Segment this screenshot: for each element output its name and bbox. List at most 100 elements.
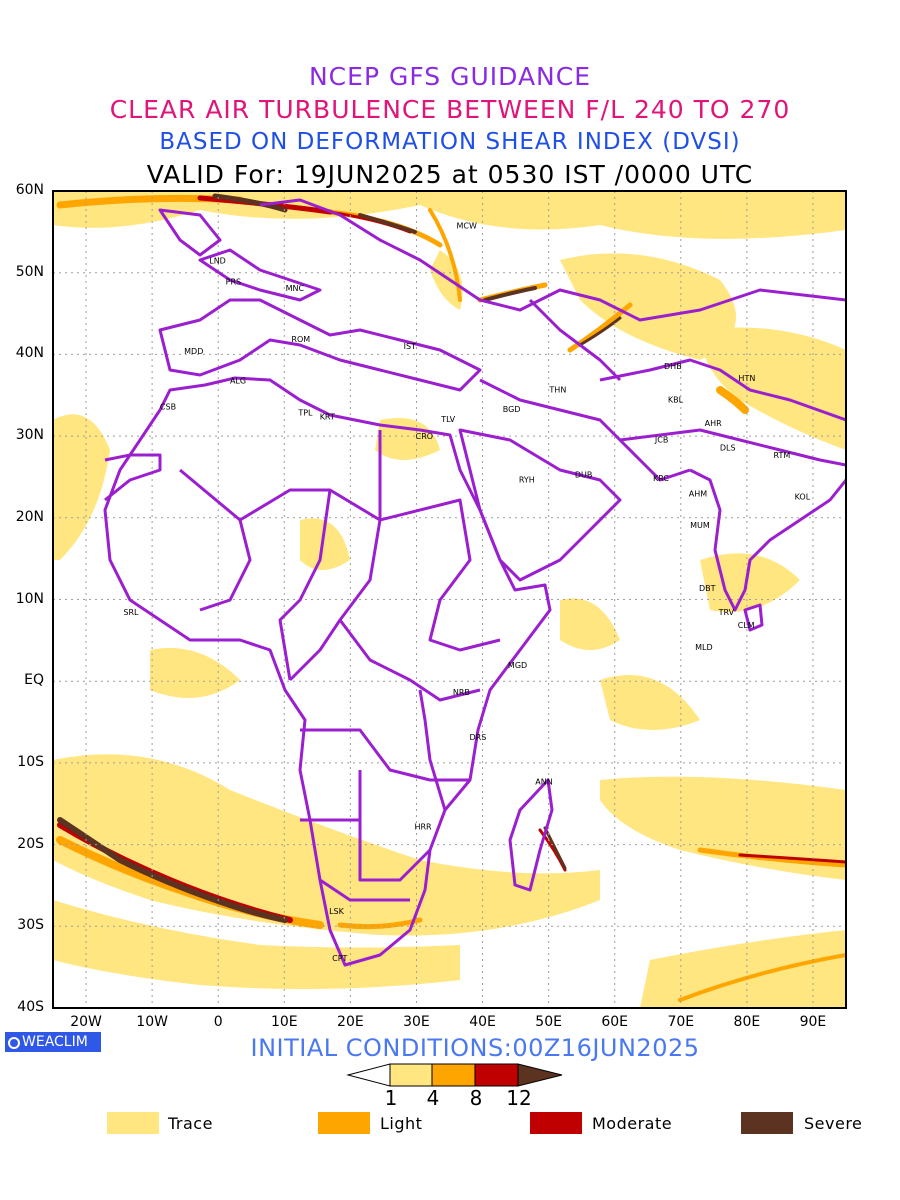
station-label: DHB bbox=[664, 362, 682, 371]
station-label: KRC bbox=[653, 474, 669, 483]
station-label: MDD bbox=[184, 347, 203, 356]
legend-label-severe: Severe bbox=[804, 1114, 863, 1133]
longitude-label: 0 bbox=[213, 1014, 223, 1030]
colorbar-segment-moderate bbox=[474, 1063, 519, 1087]
longitude-label: 60E bbox=[601, 1014, 629, 1030]
colorbar-level-8: 8 bbox=[469, 1086, 483, 1110]
longitude-label: 70E bbox=[667, 1014, 695, 1030]
map-frame bbox=[52, 190, 847, 1009]
station-label: JCB bbox=[654, 435, 668, 444]
longitude-label: 40E bbox=[469, 1014, 496, 1030]
africa-coastline bbox=[103, 376, 552, 967]
longitude-label: 20W bbox=[70, 1014, 102, 1030]
station-label: TRV bbox=[718, 608, 735, 617]
station-label: RYH bbox=[519, 475, 535, 484]
latitude-label: 30S bbox=[17, 917, 44, 934]
latitude-label: 20S bbox=[17, 835, 44, 852]
station-label: MCW bbox=[456, 221, 476, 230]
latitude-label: 10S bbox=[17, 753, 44, 770]
longitude-label: 50E bbox=[535, 1014, 562, 1030]
station-labels: MCW LND PRS MNC ROM IST MDD ALG CSB TPL KRT TLV CRO B… bbox=[123, 221, 810, 963]
station-label: KBL bbox=[668, 395, 684, 404]
station-label: MUM bbox=[690, 521, 710, 530]
station-label: CSB bbox=[160, 403, 176, 412]
weaclim-logo-icon bbox=[8, 1037, 20, 1049]
station-label: HTN bbox=[738, 374, 755, 383]
chart-title: NCEP GFS GUIDANCE bbox=[308, 62, 591, 91]
legend-label-trace: Trace bbox=[168, 1114, 213, 1133]
latitude-label: 60N bbox=[15, 182, 44, 198]
longitude-label: 30E bbox=[403, 1014, 430, 1030]
longitude-label: 80E bbox=[733, 1014, 761, 1030]
latitude-label: 40N bbox=[15, 345, 44, 362]
latitude-label: 50N bbox=[15, 263, 44, 280]
station-label: DBT bbox=[699, 584, 716, 593]
weaclim-badge: WEACLIM bbox=[5, 1032, 101, 1052]
valid-time: VALID For: 19JUN2025 at 0530 IST /0000 U… bbox=[146, 160, 754, 189]
station-label: IST bbox=[404, 342, 416, 351]
latitude-label: 20N bbox=[15, 508, 44, 525]
station-label: TPL bbox=[297, 408, 313, 417]
europe-coastline bbox=[158, 298, 482, 392]
station-label: PRS bbox=[226, 278, 241, 287]
station-label: CPT bbox=[332, 954, 347, 963]
latitude-label: 10N bbox=[15, 590, 44, 607]
colorbar-segment-light bbox=[431, 1063, 476, 1087]
station-label: ALG bbox=[230, 377, 246, 386]
station-label: KOL bbox=[795, 493, 811, 502]
map-grid bbox=[53, 191, 846, 1008]
station-label: ROM bbox=[291, 335, 310, 344]
station-label: LSK bbox=[329, 907, 345, 916]
longitude-label: 90E bbox=[799, 1014, 827, 1030]
india-coastline bbox=[689, 468, 846, 612]
legend-swatch-moderate bbox=[530, 1112, 582, 1134]
station-label: LND bbox=[209, 256, 226, 265]
legend-swatch-severe bbox=[741, 1112, 793, 1134]
station-label: SRL bbox=[123, 608, 139, 617]
colorbar-level-4: 4 bbox=[426, 1086, 440, 1110]
latitude-label: EQ bbox=[24, 672, 44, 689]
legend-label-moderate: Moderate bbox=[592, 1114, 673, 1133]
station-label: MLD bbox=[695, 643, 713, 652]
chart-subtitle-turbulence: CLEAR AIR TURBULENCE BETWEEN F/L 240 TO … bbox=[109, 95, 791, 124]
legend-swatch-trace bbox=[107, 1112, 159, 1134]
legend-swatch-light bbox=[318, 1112, 370, 1134]
latitude-label: 30N bbox=[15, 427, 44, 444]
colorbar-segment-severe bbox=[517, 1063, 563, 1087]
station-label: BGD bbox=[503, 405, 521, 414]
station-label: MNC bbox=[286, 284, 305, 293]
station-label: AHM bbox=[689, 489, 707, 498]
colorbar-segment-trace bbox=[389, 1063, 433, 1087]
chart-subtitle-method: BASED ON DEFORMATION SHEAR INDEX (DVSI) bbox=[159, 129, 741, 155]
badge-label: WEACLIM bbox=[22, 1034, 88, 1050]
station-label: DLS bbox=[720, 444, 736, 453]
latitude-label: 40S bbox=[17, 999, 44, 1015]
station-label: THN bbox=[548, 386, 566, 395]
station-label: DUB bbox=[575, 470, 593, 479]
station-label: CLM bbox=[738, 621, 755, 630]
station-label: MGD bbox=[508, 661, 527, 670]
longitude-label: 10E bbox=[270, 1014, 298, 1030]
longitude-label: 10W bbox=[136, 1014, 168, 1030]
station-label: RTM bbox=[774, 451, 791, 460]
longitude-label: 20E bbox=[337, 1014, 364, 1030]
legend-label-light: Light bbox=[380, 1114, 423, 1133]
station-label: KRT bbox=[320, 412, 335, 421]
station-label: TLV bbox=[440, 415, 455, 424]
station-label: AHR bbox=[705, 419, 722, 428]
arabia-coastline bbox=[458, 428, 622, 582]
colorbar-level-12: 12 bbox=[506, 1086, 532, 1110]
country-borders bbox=[103, 198, 846, 967]
station-label: NRB bbox=[453, 688, 470, 697]
station-label: CRO bbox=[416, 432, 433, 441]
station-label: DRS bbox=[470, 733, 487, 742]
colorbar-low-arrow bbox=[346, 1063, 391, 1087]
station-label: ANN bbox=[535, 778, 552, 787]
turbulence-shading bbox=[53, 191, 846, 1008]
madagascar-coastline bbox=[508, 778, 554, 892]
initial-conditions: INITIAL CONDITIONS:00Z16JUN2025 bbox=[250, 1034, 700, 1062]
colorbar bbox=[346, 1063, 563, 1087]
colorbar-level-1: 1 bbox=[384, 1086, 398, 1110]
station-label: HRR bbox=[414, 823, 432, 832]
